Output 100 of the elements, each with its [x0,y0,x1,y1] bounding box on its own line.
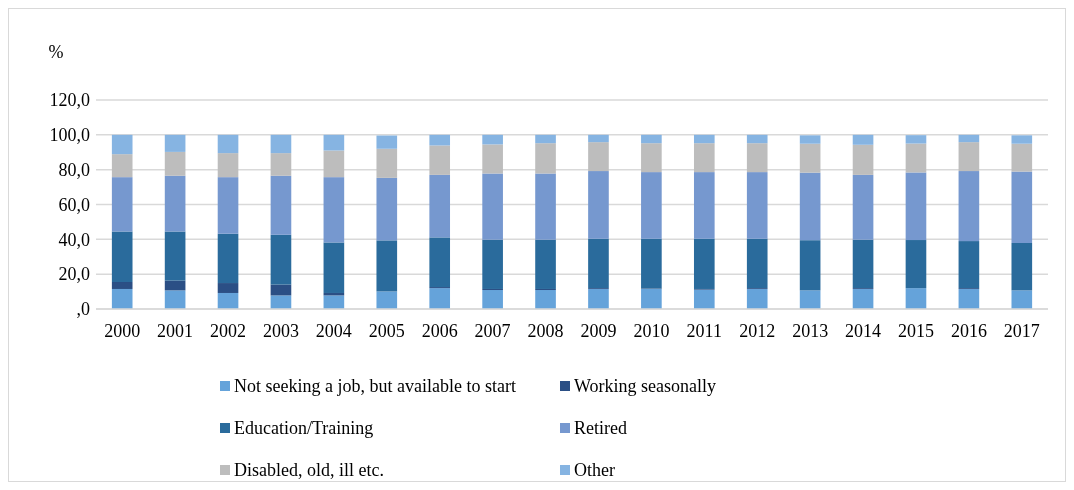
bar [323,242,345,293]
x-tick-label: 2004 [315,321,352,341]
bar [164,134,186,152]
bar [905,240,927,289]
bar [1011,290,1033,309]
bar [376,135,398,149]
bar [429,174,451,238]
x-tick-label: 2008 [527,321,564,341]
x-tick-label: 2011 [686,321,722,341]
x-tick-label: 2000 [104,321,141,341]
bar [111,154,133,178]
bar [746,134,768,144]
bar [852,288,874,309]
bar [217,177,239,234]
bar [905,172,927,241]
x-tick-label: 2013 [792,321,829,341]
bar [1011,171,1033,243]
bar [588,238,609,289]
bar [111,134,133,155]
bar [905,288,927,309]
bar [852,239,874,289]
bar [376,240,398,292]
bar [164,151,186,176]
bar [958,142,980,172]
x-tick-label: 2015 [897,321,934,341]
bar [429,288,451,309]
bar [693,134,715,144]
bar [270,295,292,309]
bar [482,134,503,145]
bar [535,173,556,240]
bar [376,291,398,309]
y-tick-label: 100,0 [49,125,90,146]
x-tick-label: 2001 [157,321,194,341]
legend-label: Education/Training [234,418,374,439]
bar [746,143,768,173]
x-tick-label: 2014 [845,321,882,341]
bar [588,171,609,239]
bar [270,153,292,176]
bar [323,177,345,243]
bar [482,239,503,289]
bar [270,284,292,296]
x-tick-label: 2017 [1003,321,1040,341]
legend-label: Other [574,460,615,481]
bar [852,174,874,240]
bar [905,143,927,173]
bar [693,238,715,289]
bar [164,280,186,291]
bar [746,288,768,309]
bar [270,234,292,285]
x-tick-label: 2009 [580,321,617,341]
y-tick-label: 40,0 [58,229,90,250]
bar [799,143,821,173]
y-axis-title: % [48,42,64,62]
bar [693,143,715,173]
bar [799,240,821,291]
bar [429,237,451,288]
bar [799,290,821,309]
bar [641,288,662,309]
bar [958,171,980,242]
legend-label: Not seeking a job, but available to start [234,376,516,397]
bar [217,292,239,309]
bar [482,173,503,240]
y-tick-label: 120,0 [49,90,90,111]
y-tick-label: 60,0 [58,194,90,215]
bar [164,175,186,232]
x-tick-label: 2012 [739,321,776,341]
x-tick-label: 2016 [950,321,987,341]
bar [164,231,186,281]
bar [693,172,715,239]
bar [799,172,821,241]
bar [958,288,980,309]
bar [217,153,239,178]
bar [429,134,451,146]
bar [693,289,715,309]
bar [535,143,556,174]
bar [217,233,239,284]
x-tick-label: 2003 [262,321,299,341]
bar [535,290,556,309]
bar [270,134,292,154]
x-tick-label: 2006 [421,321,458,341]
bar [746,172,768,239]
bar [958,241,980,289]
bar [588,134,609,143]
bar [799,135,821,144]
bar [641,134,662,144]
bar [641,172,662,239]
bar [905,135,927,144]
x-tick-label: 2010 [633,321,670,341]
bar [1011,135,1033,144]
bar [482,290,503,309]
bar [217,134,239,154]
bar [111,231,133,282]
bar [376,148,398,178]
bar [270,175,292,235]
bar [535,239,556,289]
bar [164,290,186,309]
bar [323,295,345,309]
bar [1011,143,1033,172]
x-tick-label: 2007 [474,321,511,341]
bar [111,177,133,232]
